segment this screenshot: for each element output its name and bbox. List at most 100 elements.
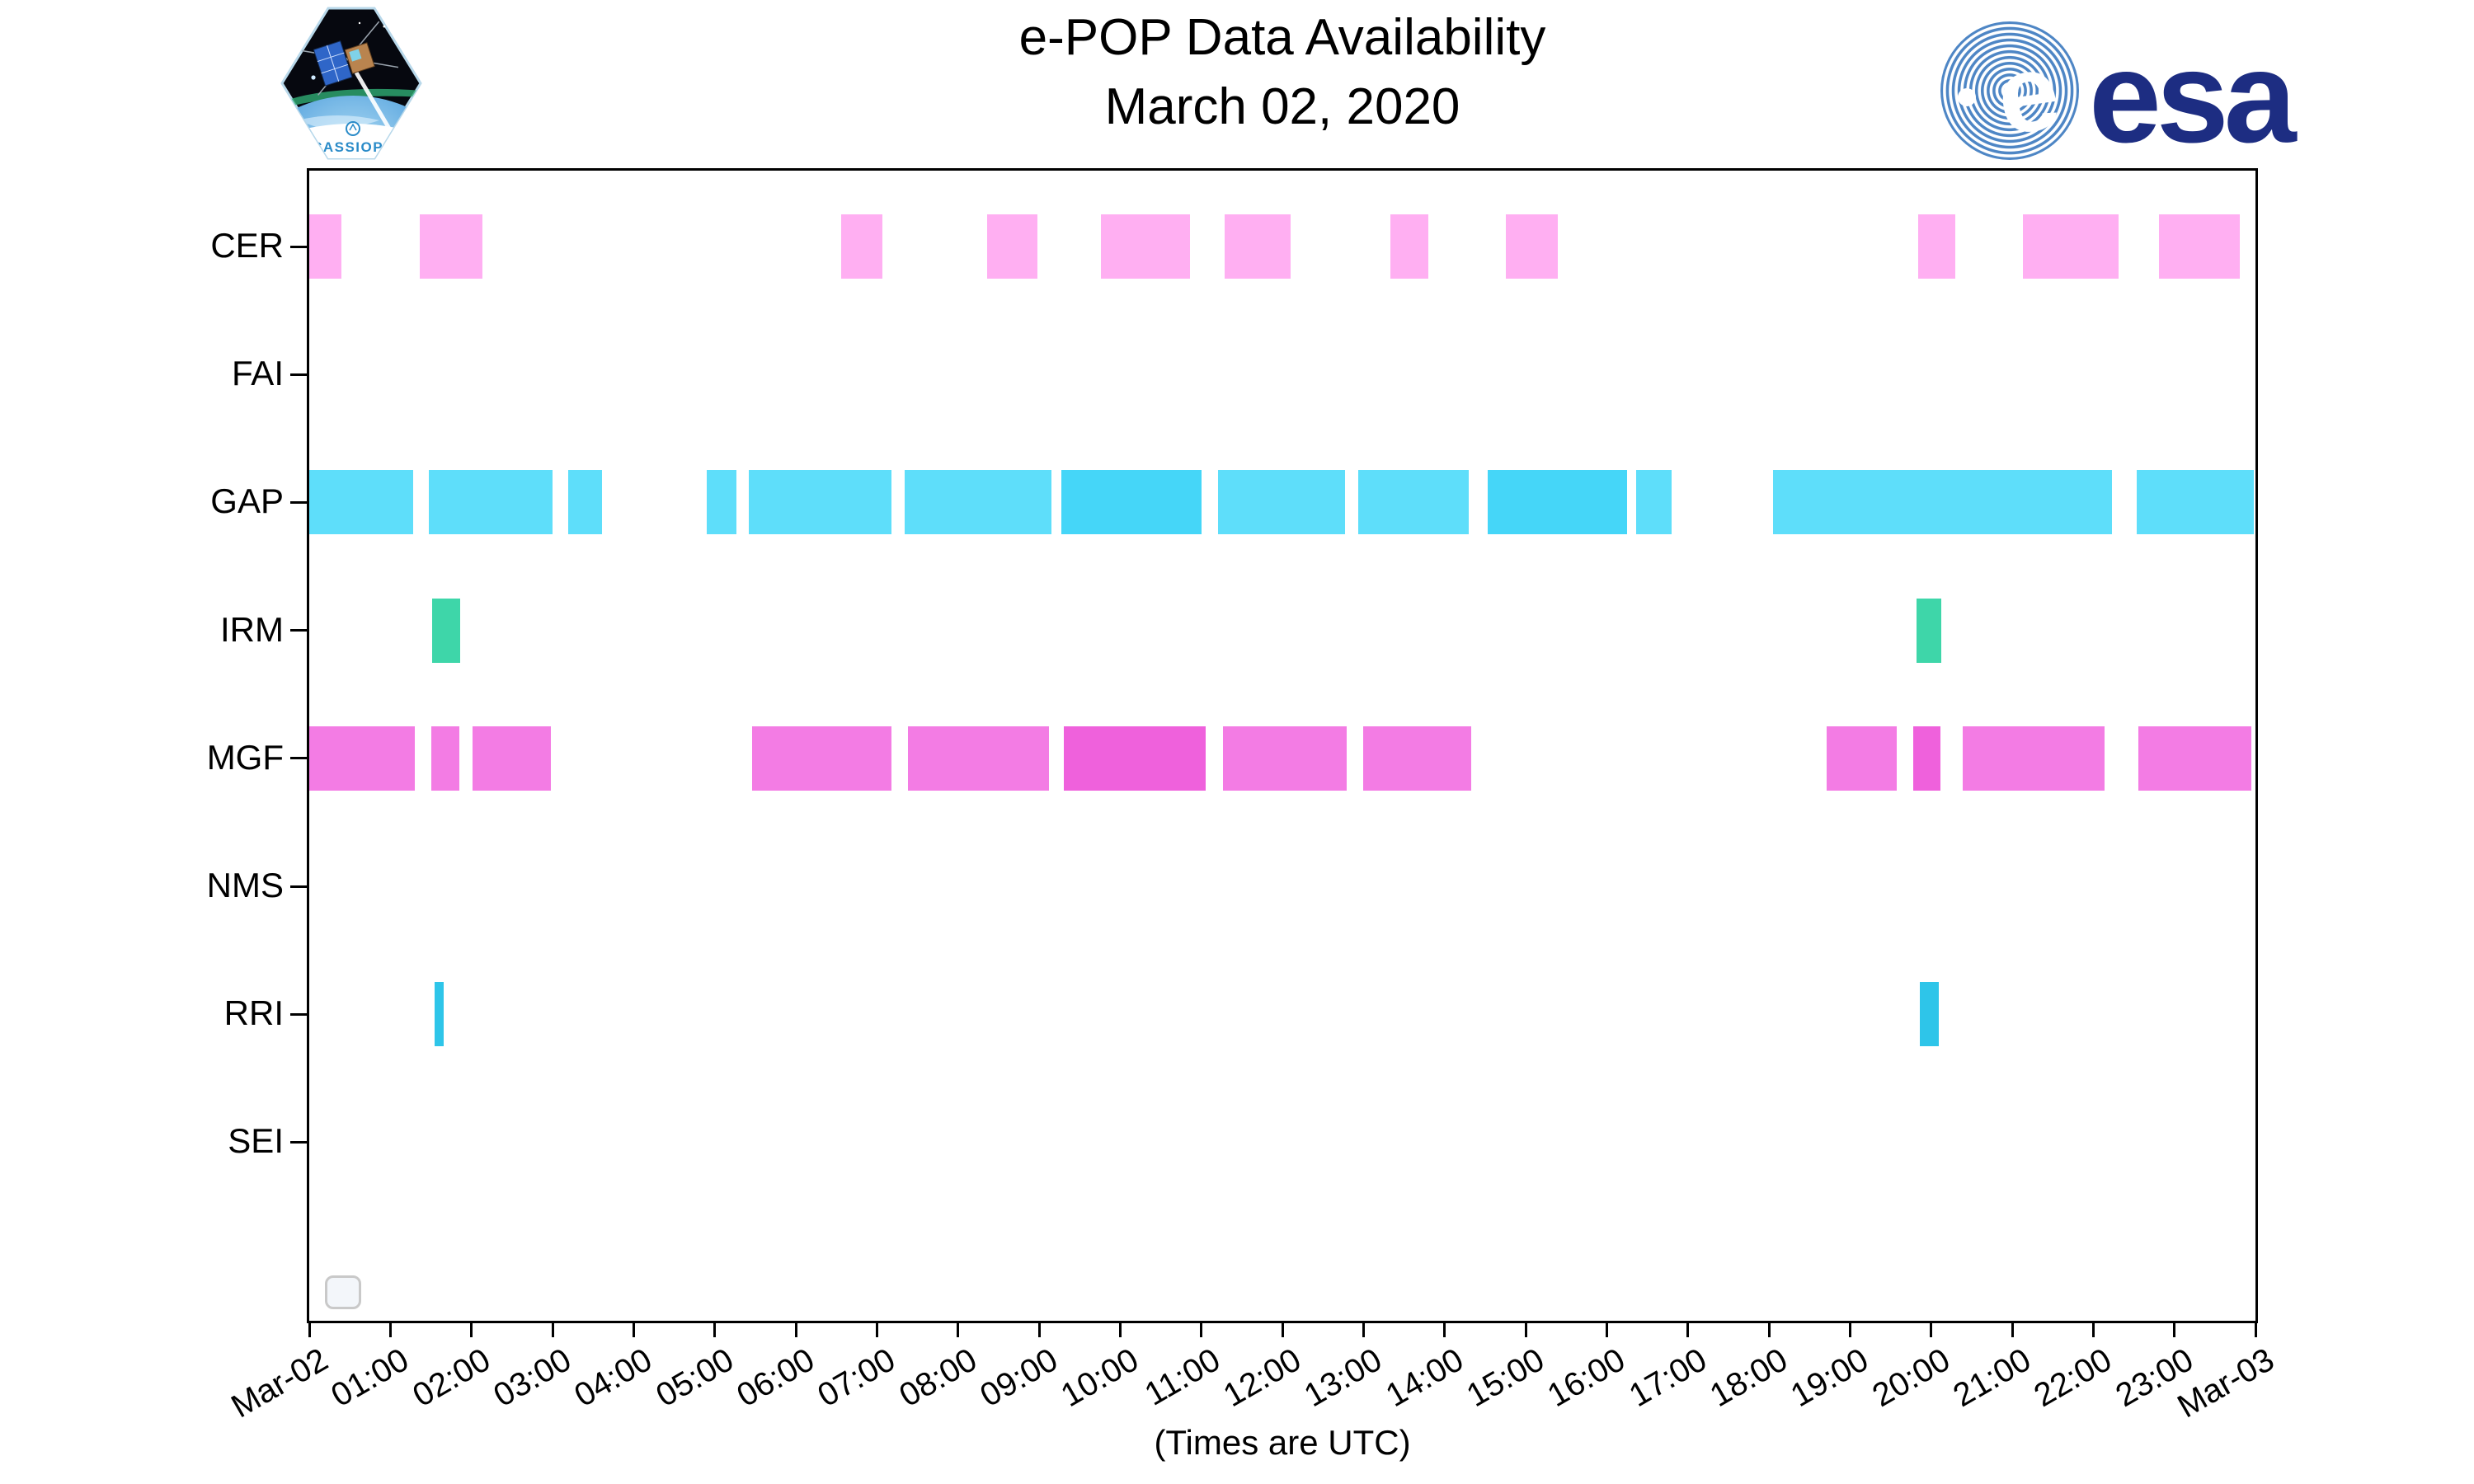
availability-bar-mgf xyxy=(1223,726,1347,791)
esa-logo: e esa xyxy=(1940,21,2302,167)
x-axis-label: 10:00 xyxy=(1055,1341,1145,1415)
x-axis-tick xyxy=(308,1323,311,1337)
x-axis-tick xyxy=(2091,1323,2095,1337)
availability-bar-gap xyxy=(904,470,1051,535)
availability-bar-gap xyxy=(1061,470,1202,535)
x-axis-label: 01:00 xyxy=(325,1341,416,1415)
plot-area xyxy=(307,168,2258,1323)
x-axis-tick xyxy=(957,1323,960,1337)
x-axis-label: 08:00 xyxy=(892,1341,983,1415)
y-axis-tick xyxy=(290,373,307,376)
star xyxy=(302,38,305,41)
availability-bar-gap xyxy=(1218,470,1345,535)
availability-bar-cer xyxy=(1225,214,1291,279)
esa-striped-globe: e xyxy=(1940,21,2079,160)
x-axis-tick xyxy=(388,1323,392,1337)
availability-bar-mgf xyxy=(1826,726,1898,791)
availability-bar-irm xyxy=(432,598,460,663)
x-axis-caption: (Times are UTC) xyxy=(1154,1423,1411,1462)
x-axis-tick xyxy=(1037,1323,1041,1337)
x-axis-tick xyxy=(2173,1323,2176,1337)
x-axis-tick xyxy=(632,1323,635,1337)
x-axis-label: 17:00 xyxy=(1622,1341,1713,1415)
availability-bar-gap xyxy=(706,470,737,535)
x-axis-label: Mar-02 xyxy=(225,1341,334,1425)
x-axis-tick xyxy=(2011,1323,2014,1337)
availability-bar-gap xyxy=(2137,470,2255,535)
y-axis-tick xyxy=(290,245,307,248)
x-axis-label: 12:00 xyxy=(1217,1341,1307,1415)
availability-bar-cer xyxy=(2022,214,2119,279)
y-axis-label-cer: CER xyxy=(210,226,284,265)
x-axis-label: 19:00 xyxy=(1785,1341,1875,1415)
availability-bar-cer xyxy=(1390,214,1428,279)
x-axis-tick xyxy=(713,1323,717,1337)
x-axis-label: 13:00 xyxy=(1298,1341,1389,1415)
x-axis-tick xyxy=(470,1323,473,1337)
x-axis-label: 14:00 xyxy=(1379,1341,1470,1415)
y-axis-label-rri: RRI xyxy=(223,993,284,1033)
availability-bar-mgf xyxy=(2138,726,2252,791)
availability-bar-mgf xyxy=(1363,726,1472,791)
availability-bar-mgf xyxy=(309,726,415,791)
x-axis-tick xyxy=(1362,1323,1365,1337)
x-axis-tick xyxy=(1200,1323,1203,1337)
x-axis-label: 11:00 xyxy=(1138,1341,1226,1413)
availability-bar-rri xyxy=(1919,982,1939,1047)
x-axis-tick xyxy=(794,1323,797,1337)
availability-bar-cer xyxy=(419,214,483,279)
x-axis-label: 21:00 xyxy=(1947,1341,2037,1415)
y-axis-label-irm: IRM xyxy=(220,609,284,649)
availability-bar-gap xyxy=(1358,470,1470,535)
x-axis-label: 04:00 xyxy=(568,1341,659,1415)
availability-bar-gap xyxy=(1487,470,1627,535)
x-axis-tick xyxy=(1118,1323,1122,1337)
availability-bar-mgf xyxy=(907,726,1049,791)
availability-bar-irm xyxy=(1916,598,1942,663)
y-axis-label-nms: NMS xyxy=(206,866,284,904)
esa-wordmark: esa xyxy=(2089,25,2298,167)
availability-bar-gap xyxy=(428,470,553,535)
x-axis-tick xyxy=(1848,1323,1851,1337)
aurora-arc xyxy=(282,88,421,109)
x-axis-tick xyxy=(1443,1323,1446,1337)
laser-beam xyxy=(354,71,392,130)
availability-bar-rri xyxy=(435,982,444,1047)
x-axis-label: 18:00 xyxy=(1704,1341,1794,1415)
x-axis-tick xyxy=(1767,1323,1771,1337)
legend-box xyxy=(325,1275,361,1309)
cassiope-wordmark: CASSIOPE xyxy=(312,139,394,155)
y-axis-tick xyxy=(290,885,307,888)
availability-bar-mgf xyxy=(751,726,892,791)
satellite xyxy=(297,21,399,96)
y-axis-tick xyxy=(290,1012,307,1016)
x-axis-label: 15:00 xyxy=(1460,1341,1550,1415)
y-axis-tick xyxy=(290,1140,307,1144)
agency-roundel xyxy=(346,121,360,136)
y-axis-label-mgf: MGF xyxy=(206,737,284,777)
availability-bar-cer xyxy=(309,214,342,279)
availability-bar-cer xyxy=(2158,214,2241,279)
availability-bar-gap xyxy=(567,470,602,535)
x-axis-tick xyxy=(1281,1323,1284,1337)
x-axis-tick xyxy=(1930,1323,1933,1337)
y-axis-tick xyxy=(290,629,307,632)
x-axis-label: 16:00 xyxy=(1541,1341,1632,1415)
availability-bar-mgf xyxy=(472,726,552,791)
y-axis-label-sei: SEI xyxy=(228,1121,284,1161)
chart-title: e-POP Data Availability xyxy=(1018,9,1546,66)
availability-bar-cer xyxy=(1506,214,1559,279)
x-axis-tick xyxy=(1605,1323,1608,1337)
y-axis-tick xyxy=(290,757,307,760)
x-axis-tick xyxy=(2254,1323,2257,1337)
chart-subtitle: March 02, 2020 xyxy=(1104,78,1460,135)
availability-bar-mgf xyxy=(1064,726,1206,791)
availability-bar-mgf xyxy=(1913,726,1941,791)
availability-bar-cer xyxy=(987,214,1038,279)
x-axis-tick xyxy=(1686,1323,1690,1337)
x-axis-label: 22:00 xyxy=(2028,1341,2119,1415)
availability-bar-gap xyxy=(1635,470,1672,535)
x-axis-label: 05:00 xyxy=(649,1341,740,1415)
y-axis-tick xyxy=(290,500,307,504)
